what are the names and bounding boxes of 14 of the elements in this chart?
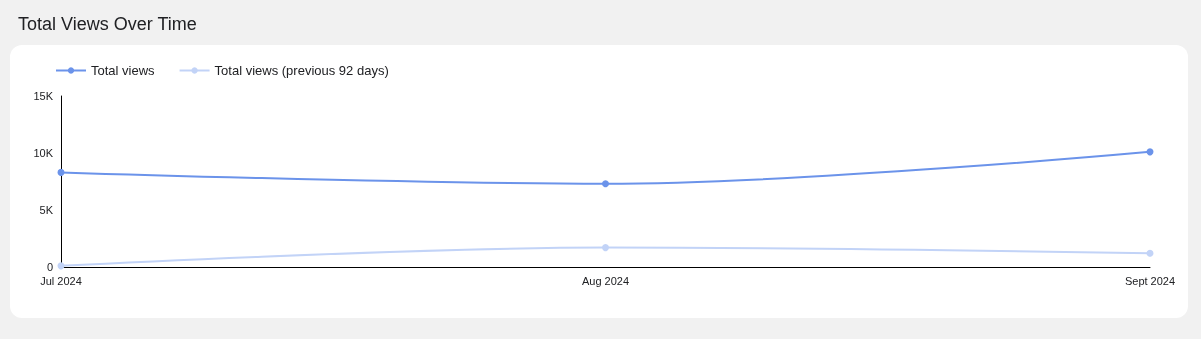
y-tick-label: 0 [46,261,53,273]
y-tick-label: 5K [39,204,54,216]
x-tick-label: Jul 2024 [40,274,82,287]
x-tick-label: Sept 2024 [1124,274,1176,287]
point [57,168,65,176]
y-tick-label: 15K [33,90,54,102]
legend-label: Total views [91,63,156,78]
legend-label: Total views (previous 92 days) [214,63,389,78]
x-tick-label: Aug 2024 [581,274,630,287]
chart-title: Total Views Over Time [18,14,197,35]
point [602,244,609,252]
point [602,180,609,188]
point [1146,249,1154,257]
y-tick-label: 10K [33,147,54,159]
